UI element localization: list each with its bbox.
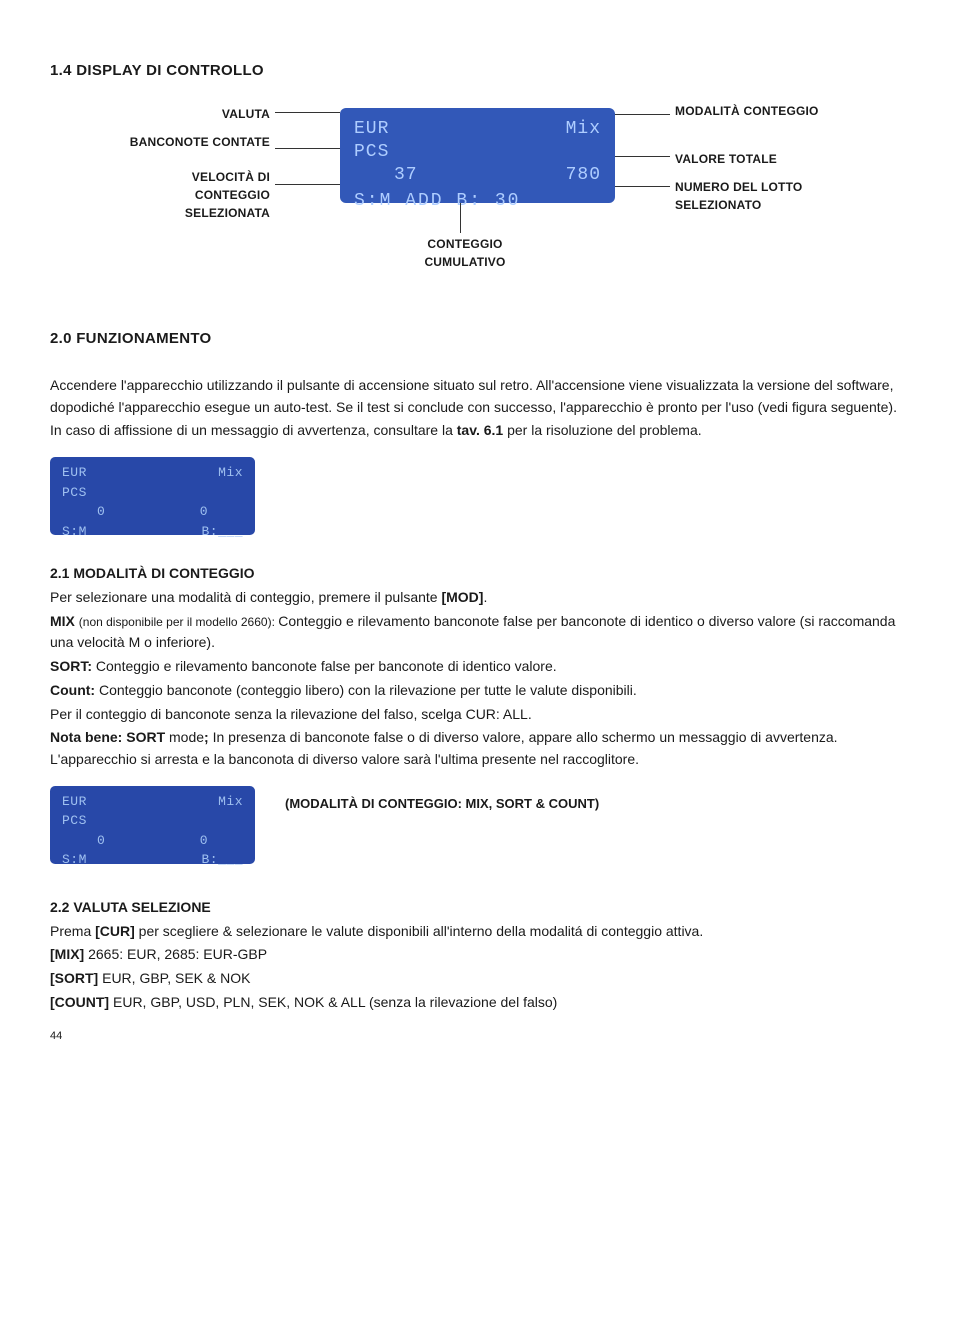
diagram-label-velocita: VELOCITÀ DI CONTEGGIO SELEZIONATA (120, 168, 270, 222)
section-heading-2-0: 2.0 FUNZIONAMENTO (50, 328, 910, 351)
diagram-label-cumulativo: CONTEGGIO CUMULATIVO (405, 235, 525, 271)
valuta-body: Prema [CUR] per scegliere & selezionare … (50, 921, 910, 1014)
leader-line (460, 203, 461, 233)
leader-line (275, 148, 340, 149)
display-diagram: VALUTA BANCONOTE CONTATE VELOCITÀ DI CON… (50, 108, 910, 308)
section-heading-2-2: 2.2 VALUTA SELEZIONE (50, 897, 910, 918)
lcd-small-display-2: EURMix PCS 00 S:MB:___ (50, 786, 255, 864)
lcd-main-display: EURMix PCS 37780 S:M ADD B: 30 (340, 108, 615, 203)
section-heading-2-1: 2.1 MODALITÀ DI CONTEGGIO (50, 563, 910, 584)
diagram-label-valore: VALORE TOTALE (675, 150, 855, 168)
diagram-label-banconote: BANCONOTE CONTATE (120, 133, 270, 151)
diagram-label-numero: NUMERO DEL LOTTO SELEZIONATO (675, 178, 855, 214)
diagram-label-modalita: MODALITÀ CONTEGGIO (675, 102, 855, 120)
modalita-body: Per selezionare una modalità di conteggi… (50, 587, 910, 771)
page-number: 44 (50, 1028, 910, 1045)
lcd-total-value: 780 (566, 164, 601, 187)
modalita-caption: (MODALITÀ DI CONTEGGIO: MIX, SORT & COUN… (285, 786, 599, 814)
leader-line (275, 112, 340, 113)
funzionamento-p1: Accendere l'apparecchio utilizzando il p… (50, 375, 910, 418)
lcd-with-caption: EURMix PCS 00 S:MB:___ (MODALITÀ DI CONT… (50, 786, 910, 864)
leader-line (615, 114, 670, 115)
diagram-label-valuta: VALUTA (120, 105, 270, 123)
leader-line (615, 156, 670, 157)
funzionamento-p2: In caso di affissione di un messaggio di… (50, 420, 910, 442)
lcd-pcs-label: PCS (354, 141, 389, 164)
lcd-small-display-1: EURMix PCS 00 S:MB:___ (50, 457, 255, 535)
lcd-pcs-count: 37 (394, 164, 418, 187)
leader-line (615, 186, 670, 187)
lcd-currency: EUR (354, 118, 389, 141)
lcd-bottom-row: S:M ADD B: 30 (354, 188, 601, 215)
funzionamento-body: Accendere l'apparecchio utilizzando il p… (50, 375, 910, 442)
leader-line (275, 184, 340, 185)
section-heading-1-4: 1.4 DISPLAY DI CONTROLLO (50, 60, 910, 83)
lcd-mode: Mix (566, 118, 601, 141)
